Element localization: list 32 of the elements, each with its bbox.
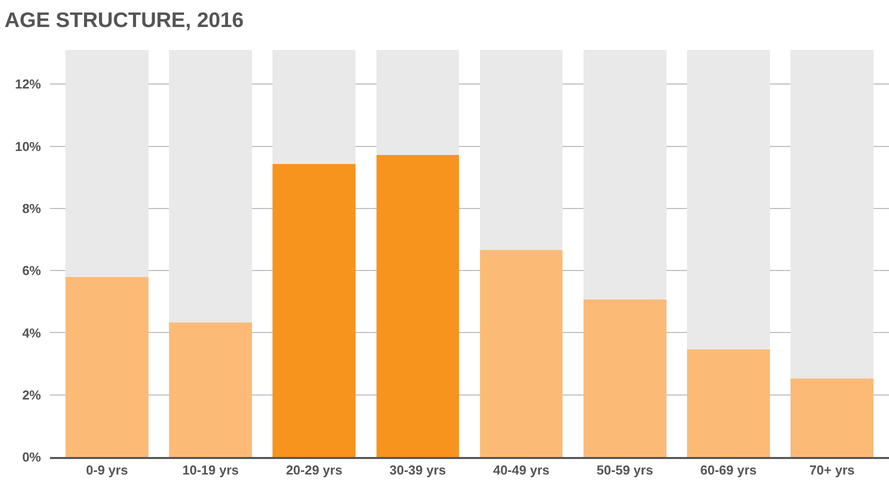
x-tick-label: 10-19 yrs <box>182 462 239 478</box>
x-tick-label: 40-49 yrs <box>493 462 550 478</box>
bar <box>272 164 356 457</box>
bar <box>376 50 460 156</box>
bar <box>583 50 666 300</box>
x-tick-label: 70+ yrs <box>809 462 855 478</box>
bar <box>790 378 874 457</box>
y-tick-label: 6% <box>22 263 42 278</box>
bar <box>376 155 460 457</box>
y-tick-label: 4% <box>22 325 42 340</box>
bar <box>169 322 252 457</box>
bar <box>66 50 148 277</box>
bar <box>480 50 563 250</box>
bar <box>687 50 770 350</box>
chart-title: AGE STRUCTURE, 2016 <box>4 9 244 32</box>
x-tick-label: 30-39 yrs <box>390 462 446 478</box>
y-tick-label: 2% <box>22 387 42 402</box>
bar <box>583 299 666 457</box>
bar <box>66 276 148 457</box>
x-tick-label: 50-59 yrs <box>596 462 654 478</box>
bar <box>687 350 770 457</box>
x-tick-label: 0-9 yrs <box>86 462 128 478</box>
y-tick-label: 10% <box>14 138 42 154</box>
y-tick-label: 0% <box>22 450 42 465</box>
y-tick-label: 8% <box>22 201 42 216</box>
bar <box>272 50 356 164</box>
x-tick-label: 20-29 yrs <box>286 462 342 478</box>
bar <box>480 250 563 457</box>
y-tick-label: 12% <box>14 76 42 92</box>
bar <box>790 50 874 378</box>
bar <box>169 50 252 322</box>
x-tick-label: 60-69 yrs <box>700 462 757 478</box>
